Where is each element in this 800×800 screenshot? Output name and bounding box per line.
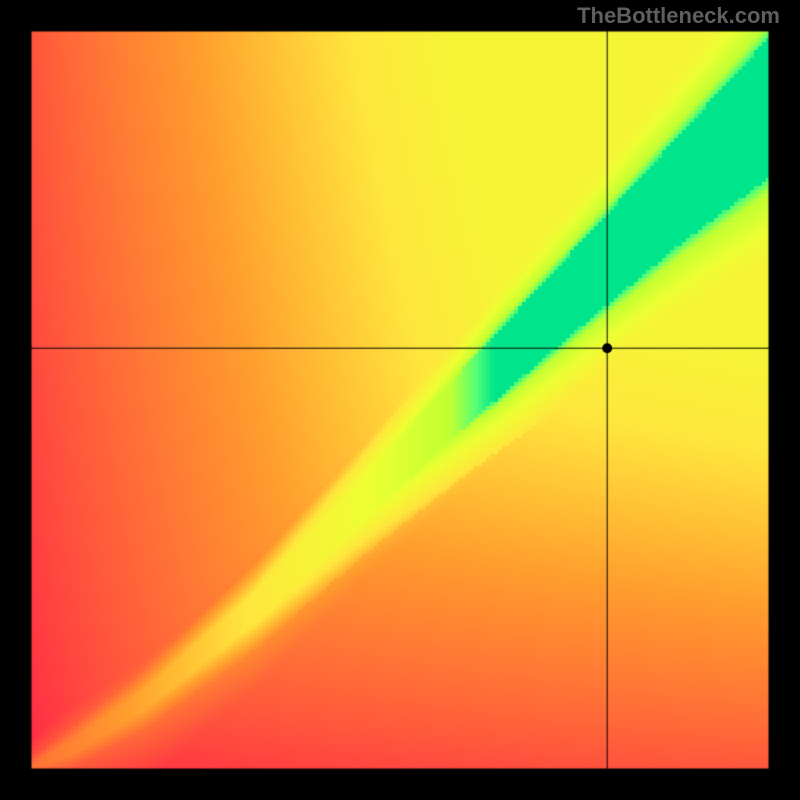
watermark-text: TheBottleneck.com: [577, 3, 780, 29]
chart-container: TheBottleneck.com: [0, 0, 800, 800]
bottleneck-heatmap: [0, 0, 800, 800]
